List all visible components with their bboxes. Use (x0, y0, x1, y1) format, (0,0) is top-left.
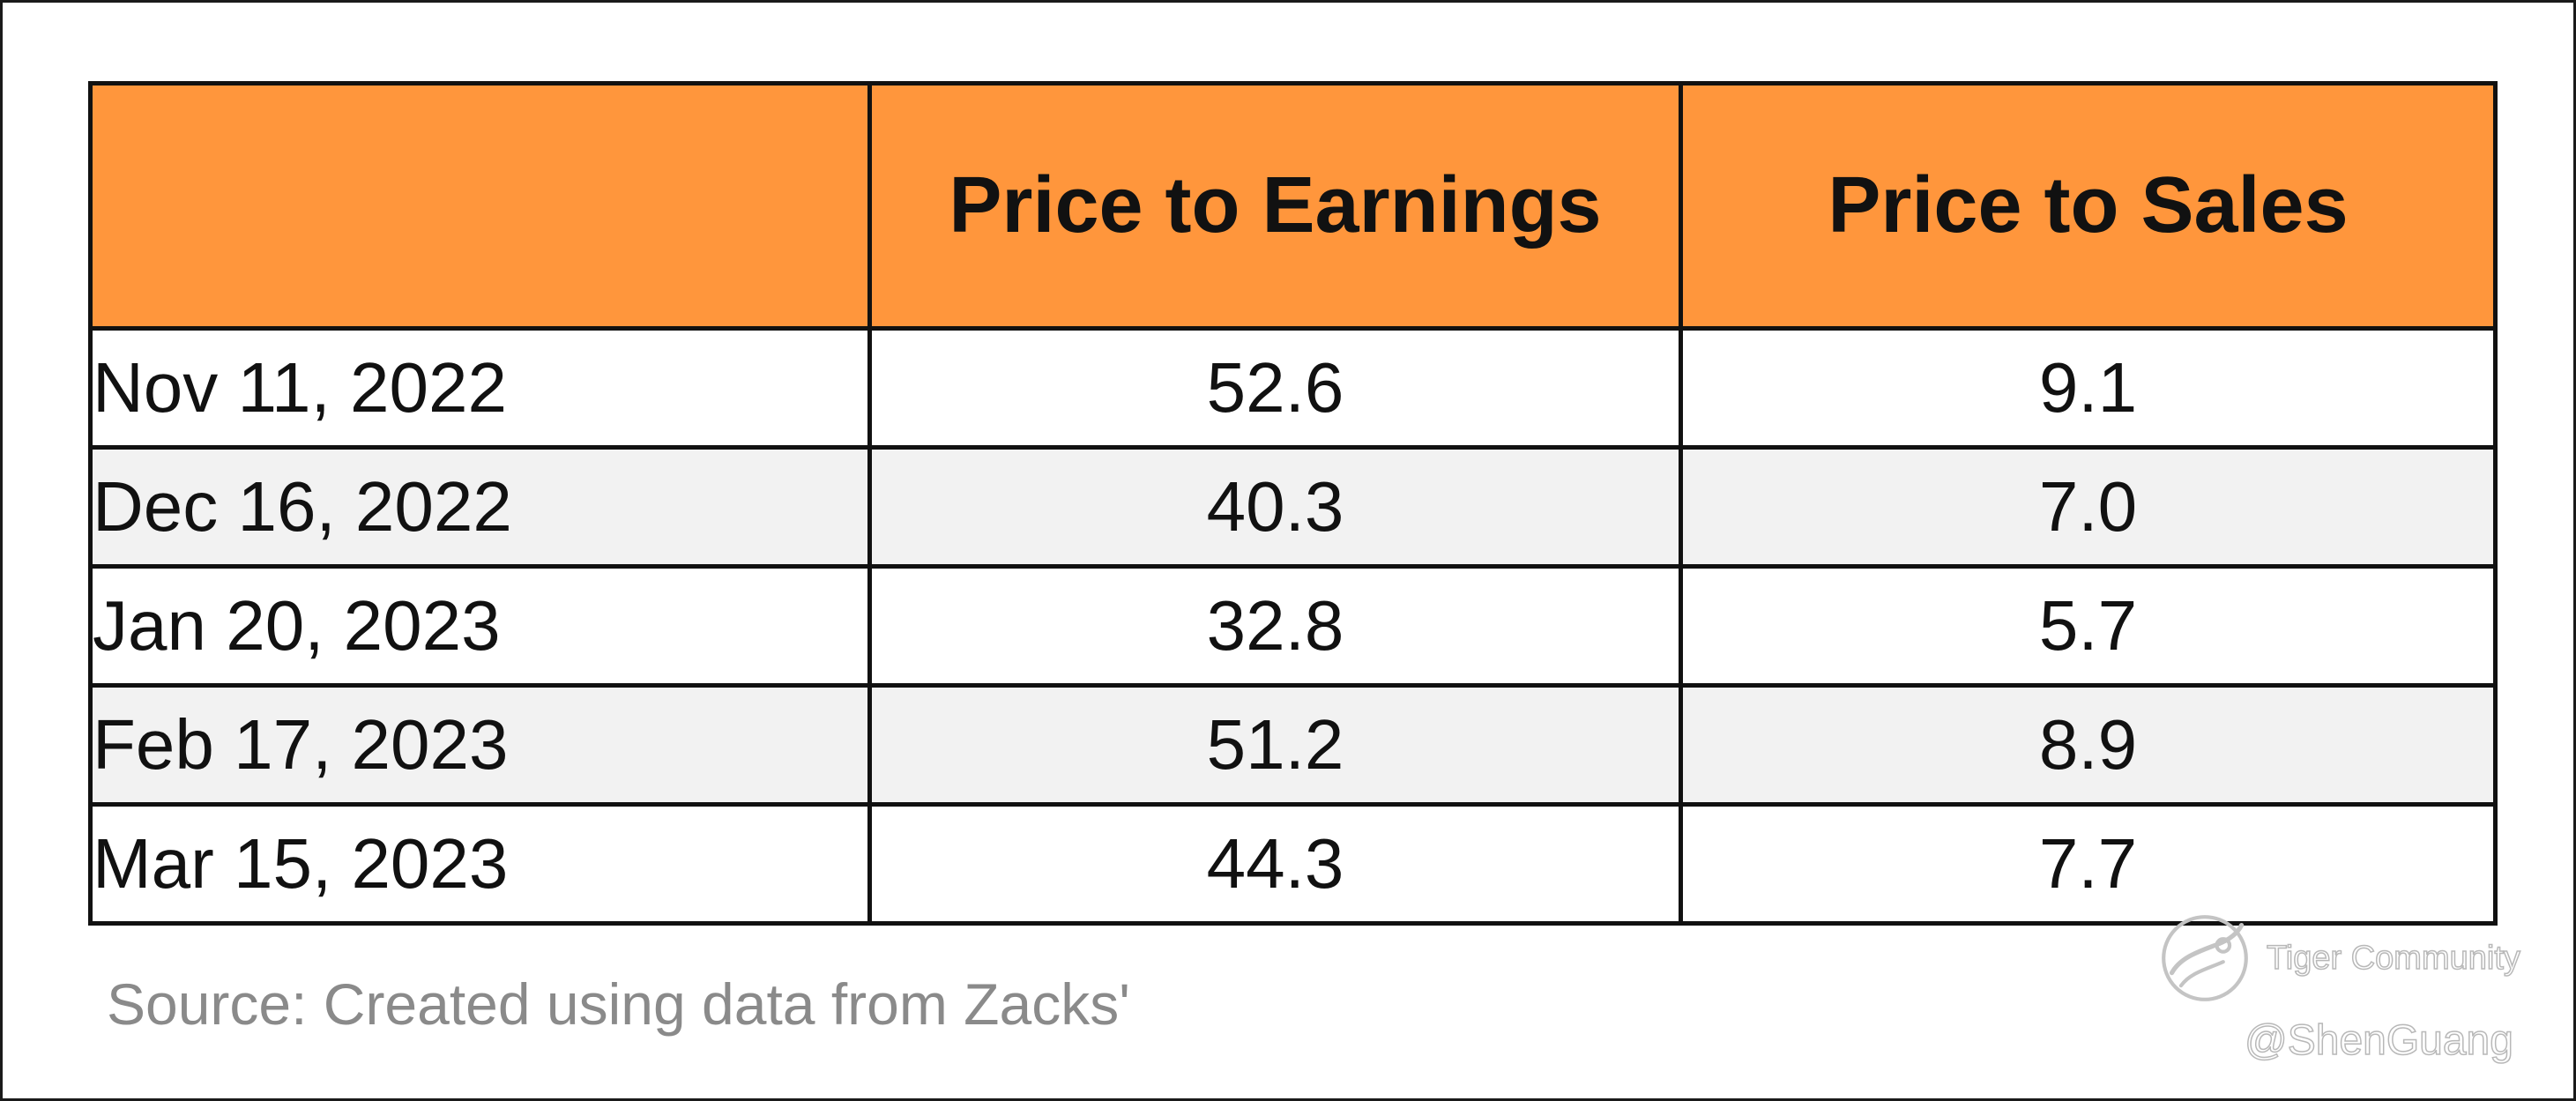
header-cell-price-to-earnings: Price to Earnings (867, 81, 1683, 331)
tiger-logo-icon (2162, 915, 2248, 1001)
table-row: Dec 16, 2022 40.3 7.0 (88, 445, 2498, 569)
ps-cell: 8.9 (1679, 683, 2498, 807)
ps-cell: 7.7 (1679, 802, 2498, 926)
ps-cell: 9.1 (1679, 326, 2498, 450)
valuation-table: Price to Earnings Price to Sales Nov 11,… (88, 81, 2498, 926)
date-cell: Nov 11, 2022 (88, 326, 872, 450)
date-cell: Dec 16, 2022 (88, 445, 872, 569)
source-note: Source: Created using data from Zacks' (107, 971, 1130, 1037)
table-row: Feb 17, 2023 51.2 8.9 (88, 683, 2498, 807)
pe-cell: 44.3 (867, 802, 1683, 926)
pe-cell: 52.6 (867, 326, 1683, 450)
date-cell: Feb 17, 2023 (88, 683, 872, 807)
header-cell-price-to-sales: Price to Sales (1679, 81, 2498, 331)
watermark-handle: @ShenGuang (2244, 1016, 2513, 1065)
date-cell: Mar 15, 2023 (88, 802, 872, 926)
table-row: Nov 11, 2022 52.6 9.1 (88, 326, 2498, 450)
table-row: Jan 20, 2023 32.8 5.7 (88, 564, 2498, 688)
ps-cell: 7.0 (1679, 445, 2498, 569)
header-row: Price to Earnings Price to Sales (88, 81, 2498, 331)
table-row: Mar 15, 2023 44.3 7.7 (88, 802, 2498, 926)
pe-cell: 32.8 (867, 564, 1683, 688)
pe-cell: 51.2 (867, 683, 1683, 807)
watermark-brand: Tiger Community (2266, 939, 2520, 978)
pe-cell: 40.3 (867, 445, 1683, 569)
ps-cell: 5.7 (1679, 564, 2498, 688)
header-cell-date (88, 81, 872, 331)
date-cell: Jan 20, 2023 (88, 564, 872, 688)
